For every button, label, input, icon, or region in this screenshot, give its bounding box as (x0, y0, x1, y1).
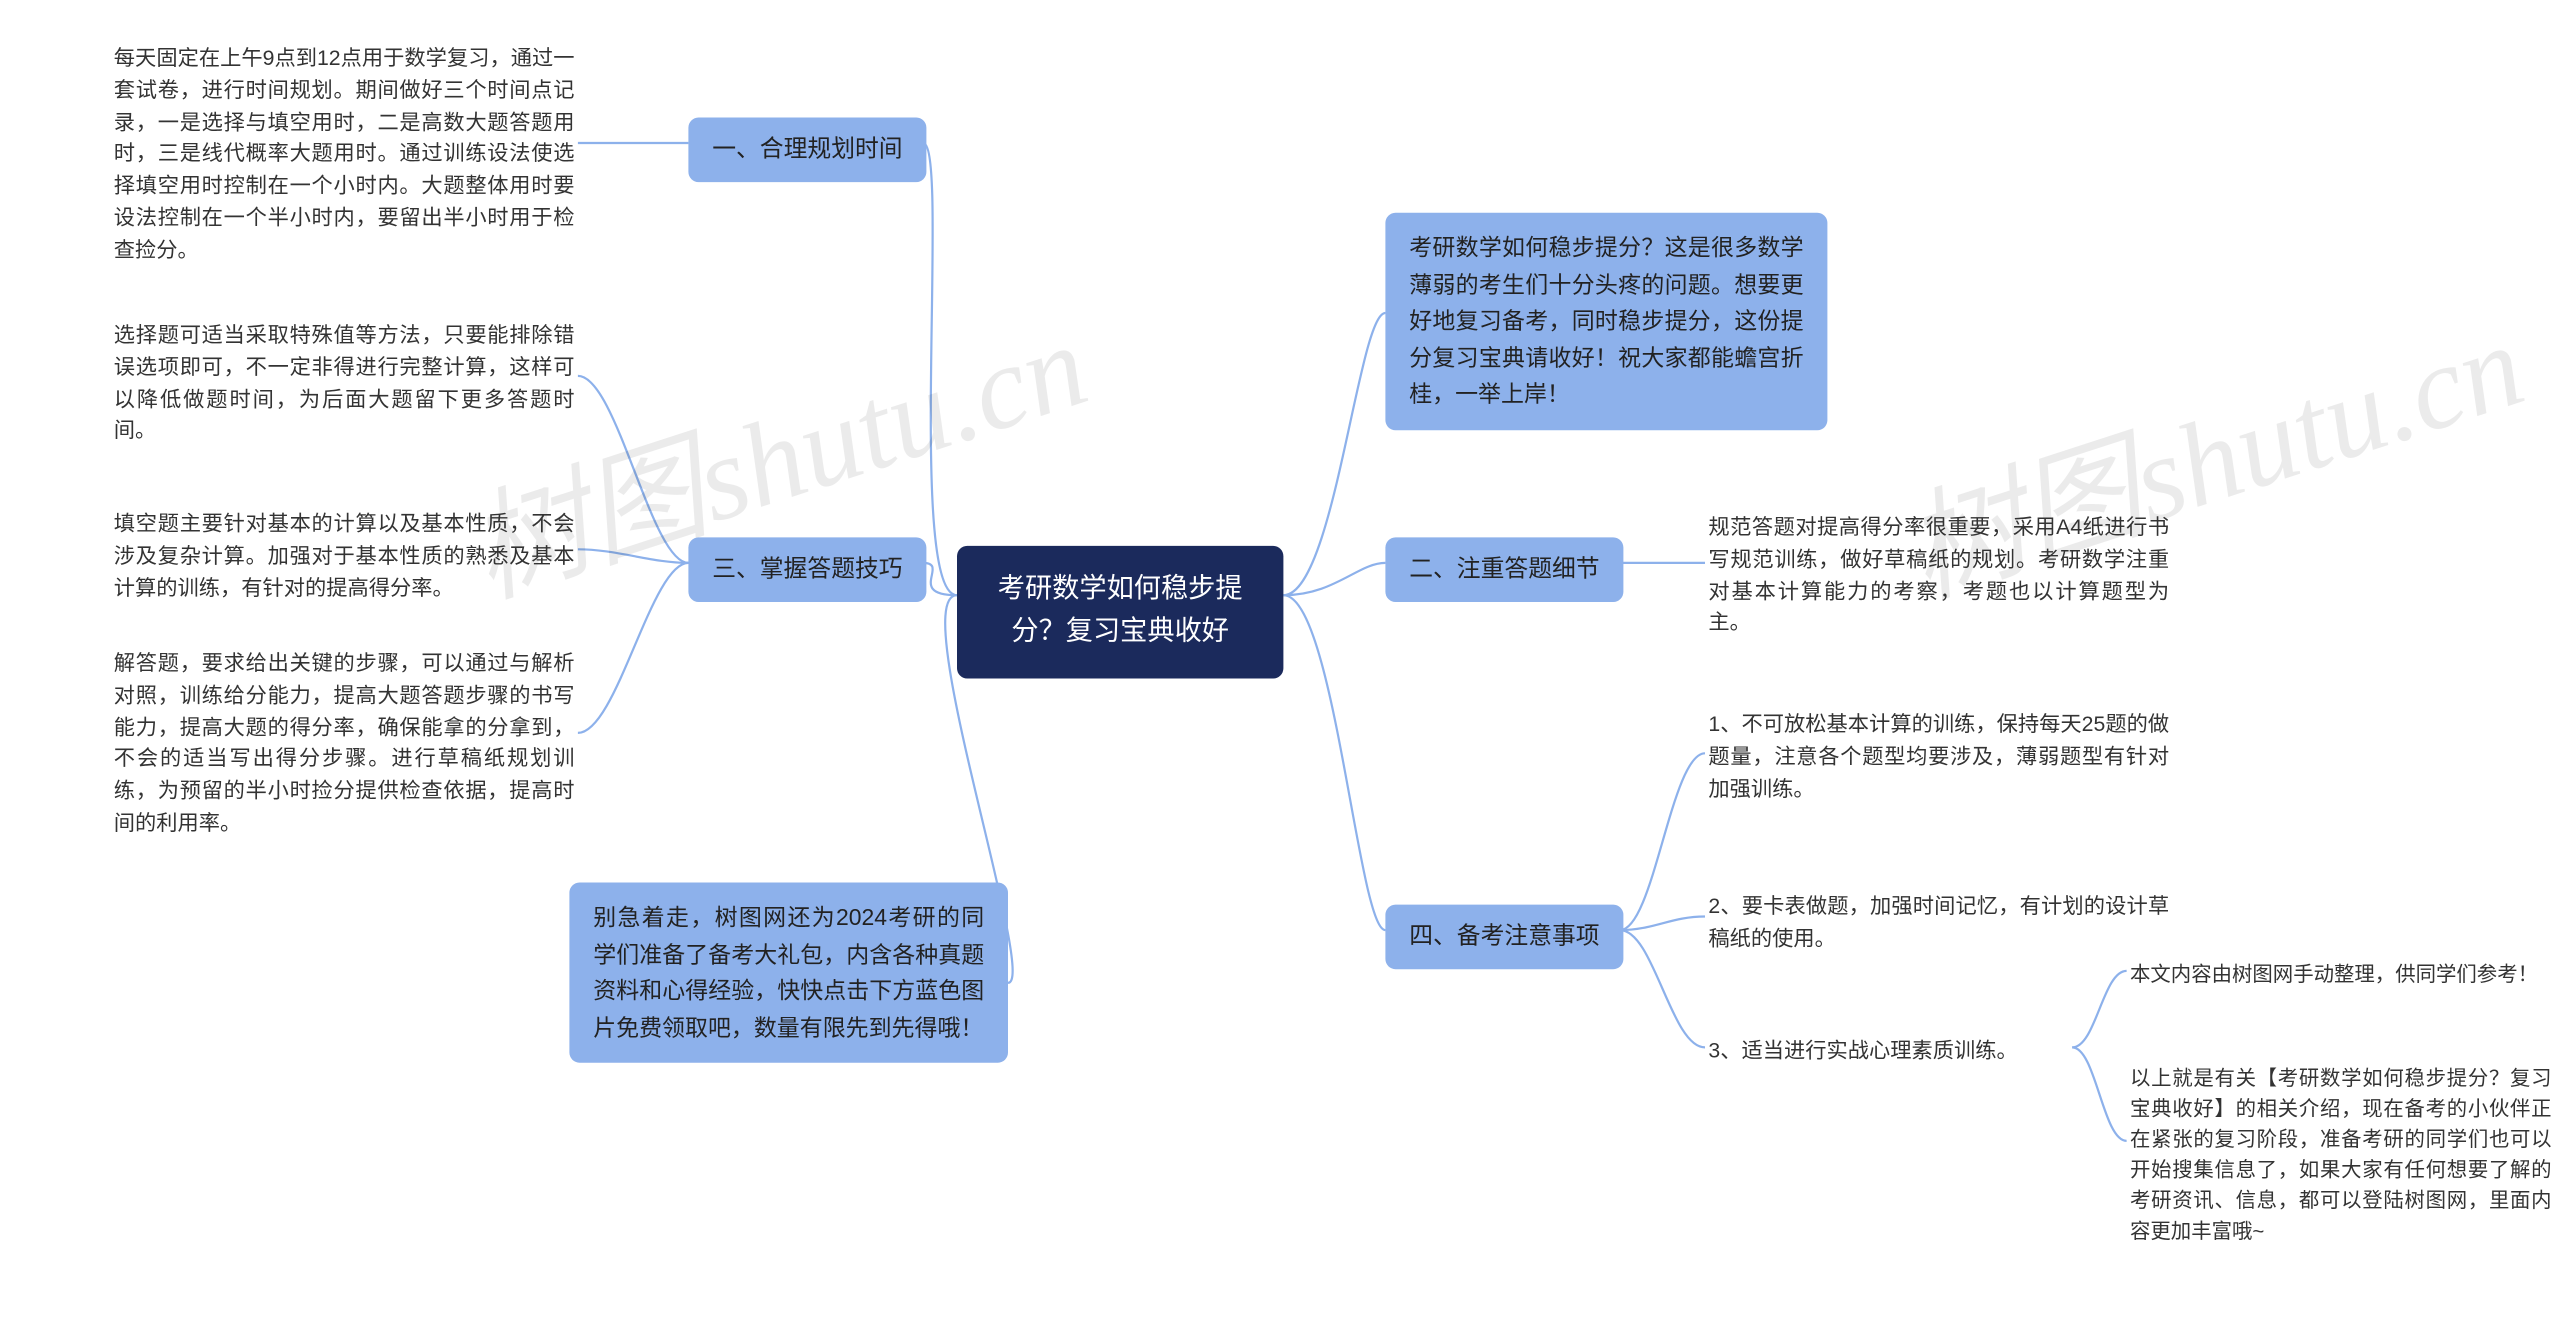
branch-3-leaf-c: 解答题，要求给出关键的步骤，可以通过与解析对照，训练给分能力，提高大题答题步骤的… (110, 644, 578, 842)
branch-3-label: 三、掌握答题技巧 (712, 554, 902, 581)
branch-3-leaf-b: 填空题主要针对基本的计算以及基本性质，不会涉及复杂计算。加强对于基本性质的熟悉及… (110, 505, 578, 607)
branch-3[interactable]: 三、掌握答题技巧 (688, 537, 926, 601)
promo-box[interactable]: 别急着走，树图网还为2024考研的同学们准备了备考大礼包，内含各种真题资料和心得… (569, 882, 1008, 1063)
intro-box[interactable]: 考研数学如何稳步提分？这是很多数学薄弱的考生们十分头疼的问题。想要更好地复习备考… (1385, 212, 1827, 430)
branch-3-leaf-a: 选择题可适当采取特殊值等方法，只要能排除错误选项即可，不一定非得进行完整计算，这… (110, 316, 578, 450)
branch-4-label: 四、备考注意事项 (1409, 921, 1599, 948)
intro-text: 考研数学如何稳步提分？这是很多数学薄弱的考生们十分头疼的问题。想要更好地复习备考… (1409, 234, 1803, 406)
branch-4[interactable]: 四、备考注意事项 (1385, 904, 1623, 968)
branch-2[interactable]: 二、注重答题细节 (1385, 537, 1623, 601)
branch-4-leaf-2: 2、要卡表做题，加强时间记忆，有计划的设计草稿纸的使用。 (1705, 887, 2173, 958)
branch-4-leaf-3: 3、适当进行实战心理素质训练。 (1705, 1032, 2072, 1071)
branch-2-label: 二、注重答题细节 (1409, 554, 1599, 581)
promo-text: 别急着走，树图网还为2024考研的同学们准备了备考大礼包，内含各种真题资料和心得… (593, 904, 984, 1040)
branch-2-leaf: 规范答题对提高得分率很重要，采用A4纸进行书写规范训练，做好草稿纸的规划。考研数… (1705, 508, 2173, 642)
branch-4-note-b: 以上就是有关【考研数学如何稳步提分？复习宝典收好】的相关介绍，现在备考的小伙伴正… (2127, 1059, 2555, 1249)
branch-1-leaf: 每天固定在上午9点到12点用于数学复习，通过一套试卷，进行时间规划。期间做好三个… (110, 39, 578, 269)
root-label: 考研数学如何稳步提分？复习宝典收好 (998, 574, 1243, 645)
branch-1-label: 一、合理规划时间 (712, 134, 902, 161)
branch-1[interactable]: 一、合理规划时间 (688, 117, 926, 181)
branch-4-leaf-1: 1、不可放松基本计算的训练，保持每天25题的做题量，注意各个题型均要涉及，薄弱题… (1705, 705, 2173, 807)
root-node[interactable]: 考研数学如何稳步提分？复习宝典收好 (957, 545, 1283, 677)
branch-4-note-a: 本文内容由树图网手动整理，供同学们参考！ (2127, 955, 2555, 992)
